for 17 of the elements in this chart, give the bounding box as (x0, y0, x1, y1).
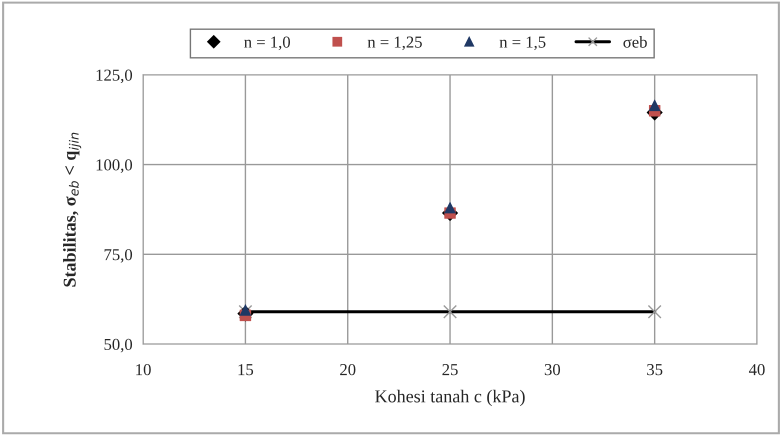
x-tick-label: 25 (442, 364, 458, 376)
y-axis-title: Stabilitas, σ$_{eb}$ < q$_{ijin}$ (63, 132, 82, 287)
y-tick-label: 50,0 (104, 338, 132, 352)
y-tick-label: 125,0 (96, 70, 132, 84)
x-tick-label: 40 (748, 364, 765, 376)
legend-label: σeb (623, 36, 647, 48)
legend-label: n = 1,5 (500, 36, 546, 50)
y-tick-label: 75,0 (104, 249, 132, 263)
x-tick-label: 10 (136, 364, 151, 376)
x-tick-label: 30 (544, 364, 560, 376)
y-tick-label: 100,0 (96, 159, 132, 173)
x-tick-label: 15 (238, 364, 254, 376)
x-tick-label: 20 (340, 364, 356, 376)
legend-label: n = 1,25 (368, 36, 422, 50)
legend-label: n = 1,0 (244, 36, 290, 50)
x-tick-label: 35 (647, 364, 662, 376)
x-axis-title: Kohesi tanah c (kPa) (375, 390, 525, 406)
